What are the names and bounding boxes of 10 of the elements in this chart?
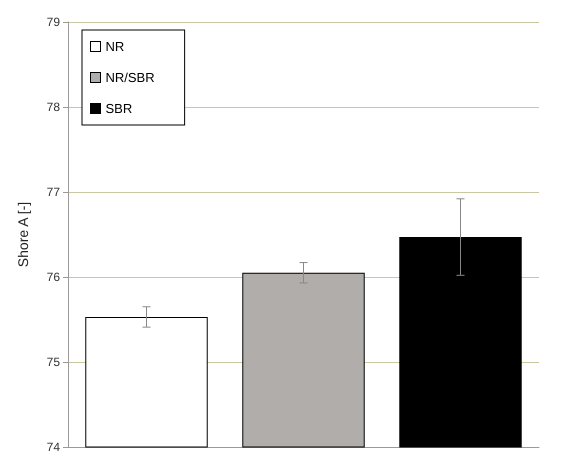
y-tick-label: 77	[46, 185, 60, 199]
y-axis-title: Shore A [-]	[15, 202, 31, 268]
legend-label: NR/SBR	[106, 70, 155, 85]
legend-label: NR	[106, 39, 124, 54]
y-tick-label: 76	[46, 270, 60, 284]
y-tick-label: 79	[46, 15, 60, 29]
y-tick-label: 75	[46, 355, 60, 369]
y-tick-label: 78	[46, 100, 60, 114]
legend-label: SBR	[106, 101, 132, 116]
y-tick-label: 74	[46, 440, 60, 454]
